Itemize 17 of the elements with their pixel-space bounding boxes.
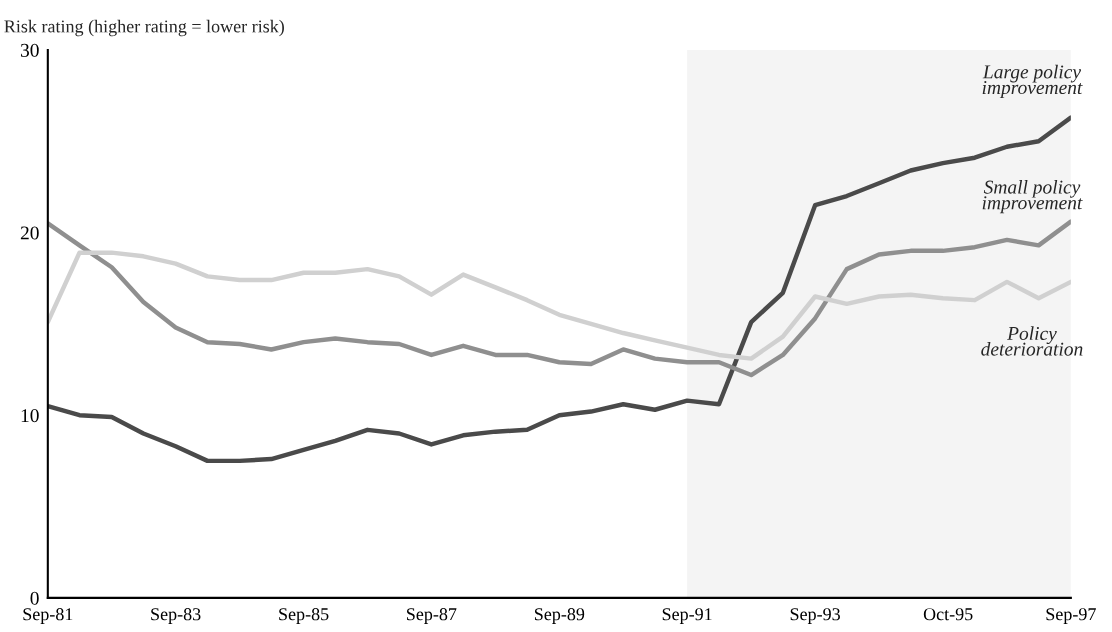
series-label: Small policy improvement bbox=[982, 179, 1083, 214]
x-tick-label: Sep-93 bbox=[790, 608, 840, 624]
x-tick-label: Sep-87 bbox=[407, 608, 457, 624]
x-tick-label: Sep-91 bbox=[662, 608, 712, 624]
y-tick-label: 0 bbox=[30, 591, 39, 605]
x-tick-label: Oct-95 bbox=[923, 608, 973, 621]
x-tick-label: Sep-85 bbox=[279, 608, 329, 624]
y-tick-label: 30 bbox=[20, 43, 39, 57]
y-axis-title: Risk rating (higher rating = lower risk) bbox=[4, 19, 284, 37]
x-tick-label: Sep-97 bbox=[1046, 608, 1096, 624]
x-tick-label: Sep-81 bbox=[23, 608, 73, 624]
y-tick-label: 10 bbox=[21, 409, 39, 423]
y-tick-label: 20 bbox=[20, 226, 39, 240]
series-label: Policy deterioration bbox=[981, 326, 1083, 356]
x-tick-label: Sep-83 bbox=[151, 608, 201, 624]
series-label: Large policy improvement bbox=[982, 64, 1083, 99]
x-tick-label: Sep-89 bbox=[534, 608, 585, 624]
